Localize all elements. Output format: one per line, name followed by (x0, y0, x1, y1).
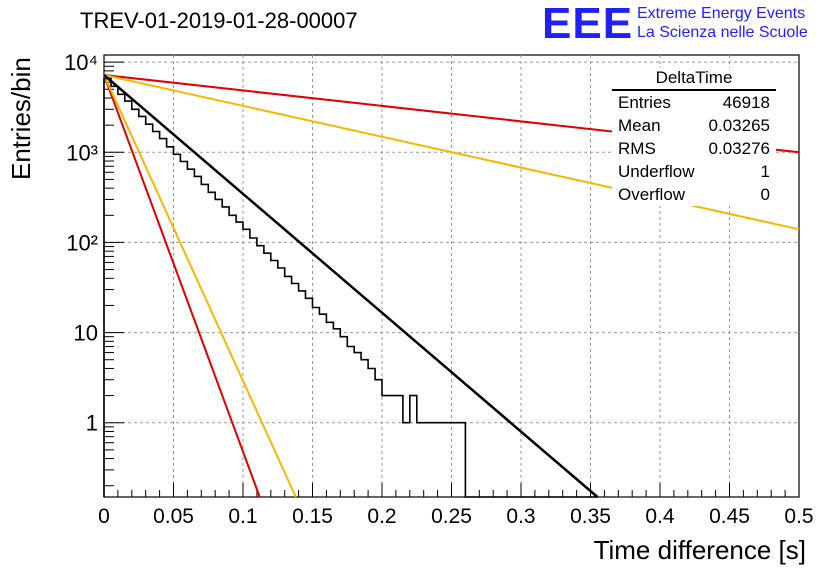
stats-label: Overflow (618, 185, 686, 204)
x-axis: 0 0.05 0.1 0.15 0.2 0.25 0.3 0.35 0.4 0.45 0.5 (98, 483, 814, 528)
stats-label: Mean (618, 116, 661, 135)
x-tick-label: 0.35 (570, 505, 611, 528)
y-tick-label: 10 (74, 321, 98, 346)
stats-row: Mean 0.03265 (612, 114, 776, 137)
x-axis-label: Time difference [s] (593, 535, 806, 565)
stats-row: RMS 0.03276 (612, 137, 776, 160)
x-tick-label: 0.5 (784, 505, 813, 528)
logo-line-1: Extreme Energy Events (637, 5, 806, 22)
stats-row: Underflow 1 (612, 160, 776, 183)
x-tick-label: 0.3 (506, 505, 535, 528)
x-tick-label: 0.4 (645, 505, 675, 528)
chart-title: TREV-01-2019-01-28-00007 (80, 8, 358, 33)
histogram (103, 74, 599, 498)
bound-curve (103, 74, 297, 498)
x-tick-label: 0.2 (367, 505, 396, 528)
x-tick-label: 0.1 (228, 505, 257, 528)
logo-caption: Extreme Energy Events La Scienza nelle S… (637, 4, 808, 42)
bound-curve (103, 74, 261, 498)
histogram-outline (103, 77, 598, 498)
x-tick-label: 0.05 (153, 505, 194, 528)
y-tick-label: 10⁴ (64, 50, 98, 75)
stats-value: 1 (760, 162, 770, 181)
eee-logo: EEE (542, 0, 634, 48)
stats-title: DeltaTime (612, 68, 776, 91)
curves (103, 74, 800, 498)
y-tick-label: 1 (86, 411, 98, 436)
fit-curve (103, 74, 599, 498)
stats-value: 46918 (722, 93, 770, 112)
stats-box: DeltaTime Entries 46918 Mean 0.03265 RMS 0.… (612, 68, 776, 206)
stats-label: Underflow (618, 162, 695, 181)
stats-value: 0 (760, 185, 770, 204)
x-tick-label: 0.15 (292, 505, 333, 528)
y-axis: 1 10 10² 10³ 10⁴ (64, 50, 124, 487)
logo-line-2: La Scienza nelle Scuole (637, 24, 808, 41)
y-tick-label: 10³ (66, 140, 98, 165)
x-tick-label: 0 (98, 505, 110, 528)
x-tick-label: 0.45 (709, 505, 750, 528)
stats-row: Entries 46918 (612, 91, 776, 114)
stats-value: 0.03265 (708, 116, 770, 135)
x-tick-label: 0.25 (431, 505, 472, 528)
y-tick-label: 10² (66, 230, 98, 255)
stats-label: Entries (618, 93, 671, 112)
stats-value: 0.03276 (708, 139, 770, 158)
stats-row: Overflow 0 (612, 183, 776, 206)
y-axis-label: Entries/bin (6, 57, 36, 180)
stats-label: RMS (618, 139, 656, 158)
